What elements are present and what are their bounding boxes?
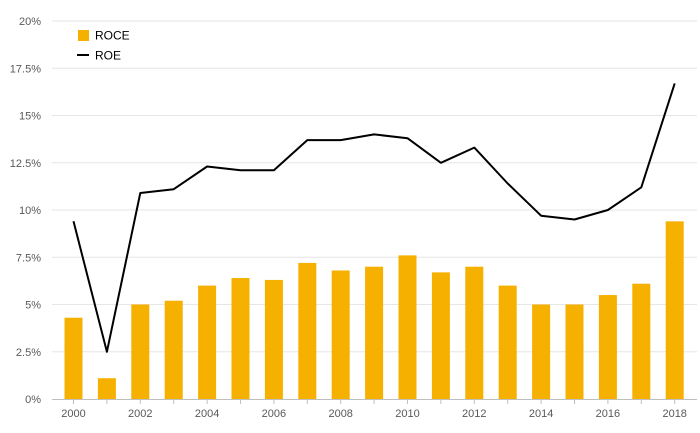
- roe-line-series: [72, 83, 676, 353]
- y-tick-label: 5%: [25, 300, 41, 312]
- x-tick-label: 2006: [262, 408, 286, 420]
- bar-roce: [598, 295, 617, 399]
- legend-swatch-roce: [78, 30, 89, 41]
- y-tick-label: 17.5%: [10, 63, 41, 75]
- y-tick-label: 10%: [19, 205, 41, 217]
- bar-roce: [431, 272, 450, 399]
- legend: ROCE ROE: [77, 29, 130, 63]
- bar-roce: [131, 304, 150, 399]
- bar-roce: [97, 378, 116, 399]
- bar-roce: [465, 266, 484, 399]
- legend-label-roce: ROCE: [95, 29, 130, 43]
- bar-roce: [298, 262, 317, 399]
- bar-roce: [398, 255, 417, 399]
- legend-label-roe: ROE: [95, 49, 121, 63]
- x-tick-label: 2002: [128, 408, 152, 420]
- x-tick-label: 2016: [596, 408, 620, 420]
- bar-roce: [632, 283, 651, 399]
- y-tick-label: 2.5%: [16, 347, 41, 359]
- bar-roce: [164, 300, 183, 399]
- x-tick-label: 2014: [529, 408, 553, 420]
- bar-roce: [331, 270, 350, 399]
- x-tick-label: 2012: [462, 408, 486, 420]
- bar-roce: [665, 221, 684, 399]
- bar-roce: [365, 266, 384, 399]
- bar-roce: [231, 278, 250, 399]
- x-tick-label: 2010: [395, 408, 419, 420]
- bar-roce: [565, 304, 584, 399]
- x-axis: 2000 2002 2004 2006 2008 2010 2012 2014 2016 2018: [52, 399, 697, 420]
- line-roe: [72, 83, 676, 353]
- y-tick-label: 15%: [19, 111, 41, 123]
- gridlines: [52, 20, 697, 353]
- x-tick-label: 2000: [61, 408, 85, 420]
- y-axis-labels: 0% 2.5% 5% 7.5% 10% 12.5% 15% 17.5% 20%: [10, 16, 41, 406]
- x-tick-label: 2018: [662, 408, 686, 420]
- bar-roce: [264, 279, 283, 399]
- y-tick-label: 20%: [19, 16, 41, 28]
- x-tick-label: 2008: [328, 408, 352, 420]
- y-tick-label: 0%: [25, 394, 41, 406]
- y-tick-label: 12.5%: [10, 158, 41, 170]
- roce-bars: [64, 221, 684, 399]
- bar-roce: [498, 285, 517, 399]
- bar-roce: [198, 285, 217, 399]
- bar-roce: [532, 304, 551, 399]
- y-tick-label: 7.5%: [16, 252, 41, 264]
- x-tick-label: 2004: [195, 408, 219, 420]
- bar-roce: [64, 317, 83, 399]
